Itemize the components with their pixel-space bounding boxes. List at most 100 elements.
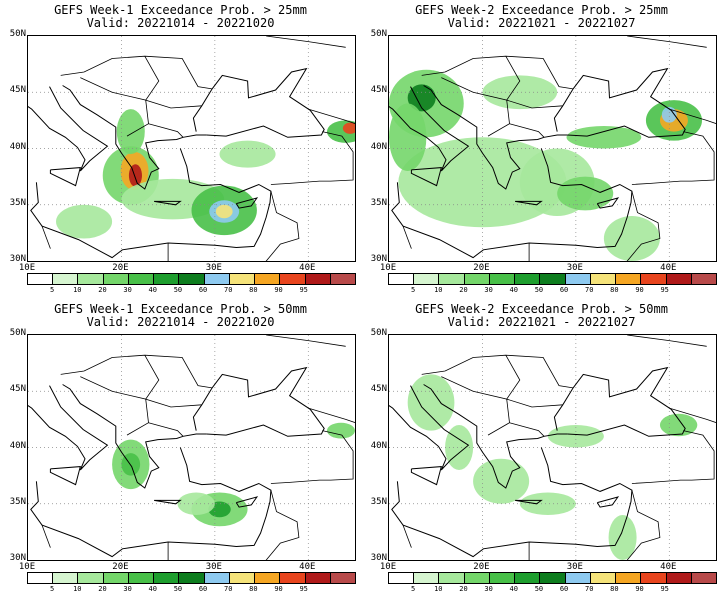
- colorbar-tick-label: 5: [411, 585, 416, 593]
- coastline: [389, 86, 470, 172]
- map-panel-week2-25mm: GEFS Week-2 Exceedance Prob. > 25mm Vali…: [361, 0, 722, 299]
- colorbar-tick-label: 40: [148, 585, 157, 593]
- colorbar-swatch: [489, 274, 516, 284]
- country-border: [148, 422, 184, 437]
- longitude-label: 40E: [660, 263, 677, 273]
- colorbar-tick-label: 40: [509, 585, 518, 593]
- probability-area: [342, 122, 355, 134]
- latitude-label: 40N: [370, 440, 387, 451]
- country-border: [626, 191, 661, 261]
- coastline: [62, 384, 207, 489]
- coastline: [28, 86, 109, 172]
- coastline: [49, 466, 81, 486]
- country-border: [505, 355, 563, 408]
- colorbar-tick-label: 80: [610, 585, 619, 593]
- colorbar-tick-label: 70: [224, 286, 233, 294]
- probability-area: [547, 425, 604, 448]
- longitude-label: 10E: [379, 263, 397, 273]
- probability-area: [56, 204, 113, 239]
- latitude-label: 35N: [9, 197, 26, 208]
- colorbar-tick-label: 70: [585, 286, 594, 294]
- colorbar-tick-label: 30: [123, 585, 132, 593]
- colorbar-tick-label: 95: [660, 585, 669, 593]
- coastline: [49, 167, 81, 187]
- map-plot: [389, 36, 716, 261]
- colorbar-swatch: [154, 274, 180, 284]
- panel-title: GEFS Week-1 Exceedance Prob. > 25mm: [54, 3, 307, 17]
- country-border: [627, 36, 707, 48]
- colorbar-swatch: [305, 274, 331, 284]
- longitude-label: 10E: [18, 263, 36, 273]
- coastline: [410, 466, 442, 486]
- coastline: [391, 447, 633, 558]
- colorbar-tick-label: 40: [148, 286, 157, 294]
- colorbar-tick-label: 95: [660, 286, 669, 294]
- colorbar: [388, 572, 717, 584]
- latitude-label: 45N: [9, 384, 26, 395]
- map-area: [388, 334, 717, 561]
- colorbar-swatch: [28, 274, 54, 284]
- longitude-label: 40E: [660, 562, 677, 572]
- colorbar-tick-label: 20: [98, 286, 107, 294]
- colorbar-swatch: [414, 573, 440, 583]
- country-border: [41, 225, 51, 249]
- longitude-label: 20E: [473, 263, 490, 273]
- longitude-label: 20E: [112, 263, 129, 273]
- probability-area: [407, 84, 436, 112]
- latitude-label: 40N: [370, 141, 387, 152]
- colorbar-tick-label: 95: [299, 585, 308, 593]
- colorbar-swatch: [540, 573, 566, 583]
- coastline: [423, 85, 568, 190]
- country-border: [627, 335, 707, 347]
- coastline: [391, 148, 633, 259]
- colorbar-swatch: [565, 274, 591, 284]
- map-area: [27, 35, 356, 262]
- coastline: [235, 197, 259, 209]
- panel-title: GEFS Week-1 Exceedance Prob. > 50mm: [54, 302, 307, 316]
- panel-valid-dates: Valid: 20221014 - 20221020: [86, 315, 275, 329]
- country-border: [631, 131, 715, 185]
- coastline: [192, 67, 325, 138]
- colorbar-tick-label: 30: [484, 286, 493, 294]
- longitude-label: 10E: [379, 562, 397, 572]
- country-border: [60, 55, 213, 90]
- coastline: [154, 499, 182, 505]
- longitude-label: 30E: [205, 263, 222, 273]
- probability-area: [557, 176, 614, 211]
- colorbar-tick-label: 20: [98, 585, 107, 593]
- colorbar-tick-label: 80: [610, 286, 619, 294]
- map-plot: [389, 335, 716, 560]
- coastline: [235, 496, 259, 508]
- probability-area: [566, 126, 642, 149]
- colorbar-swatch: [565, 573, 591, 583]
- colorbar-tick-label: 60: [198, 286, 208, 294]
- probability-area: [482, 75, 558, 110]
- probability-area: [326, 422, 355, 439]
- longitude-label: 30E: [566, 562, 583, 572]
- colorbar-swatch: [53, 274, 79, 284]
- coastline: [553, 67, 686, 138]
- colorbar: [27, 572, 356, 584]
- colorbar-tick-label: 30: [123, 286, 132, 294]
- country-border: [509, 422, 545, 437]
- colorbar-swatch: [28, 573, 54, 583]
- colorbar-tick-label: 30: [484, 585, 493, 593]
- colorbar-tick-label: 10: [73, 286, 82, 294]
- colorbar-tick-label: 90: [635, 286, 644, 294]
- latitude-label: 50N: [370, 29, 387, 39]
- country-border: [402, 225, 412, 249]
- colorbar-swatch: [666, 274, 692, 284]
- colorbar-swatch: [78, 573, 104, 583]
- colorbar-swatch: [464, 274, 490, 284]
- country-border: [41, 524, 51, 548]
- coastline: [30, 148, 272, 259]
- colorbar-swatch: [305, 573, 331, 583]
- colorbar-swatch: [616, 274, 642, 284]
- colorbar-swatch: [666, 573, 692, 583]
- colorbar-tick-label: 70: [224, 585, 233, 593]
- coastline: [28, 385, 109, 471]
- latitude-label: 30N: [9, 553, 26, 563]
- colorbar-tick-label: 5: [50, 286, 55, 294]
- map-panel-week2-50mm: GEFS Week-2 Exceedance Prob. > 50mm Vali…: [361, 299, 722, 598]
- panel-valid-dates: Valid: 20221021 - 20221027: [447, 16, 636, 30]
